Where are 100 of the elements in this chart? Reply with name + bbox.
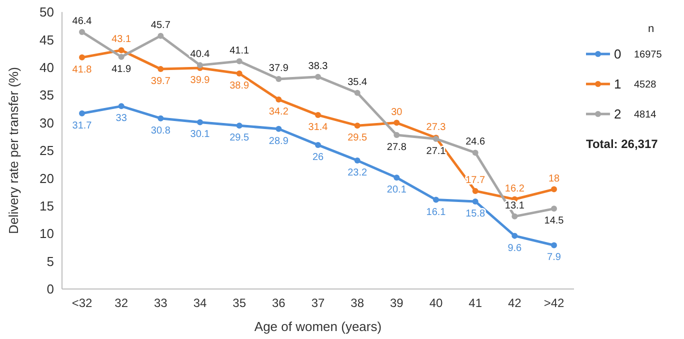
y-tick-label: 25 (40, 143, 54, 158)
data-label: 28.9 (268, 136, 289, 147)
x-tick-label: >42 (544, 296, 564, 310)
point (197, 62, 203, 68)
data-label: 37.9 (268, 63, 289, 74)
data-label: 30.8 (150, 125, 171, 136)
data-label: 35.4 (348, 76, 368, 88)
x-tick-label: 38 (350, 296, 364, 310)
data-label: 41.8 (72, 64, 92, 76)
data-label: 20.1 (386, 184, 407, 196)
y-tick-label: 30 (40, 115, 54, 130)
point (236, 122, 242, 129)
text: 16975 (634, 50, 662, 60)
point (236, 70, 242, 76)
point (158, 32, 164, 39)
data-label: 15.8 (466, 208, 486, 220)
point (394, 174, 400, 181)
data-label: 13.1 (504, 200, 525, 212)
point (118, 54, 124, 60)
x-tick-label: <32 (72, 296, 92, 310)
data-label: 41.1 (230, 45, 250, 56)
point (315, 74, 321, 80)
data-label: 16.2 (504, 183, 525, 194)
data-label: 29.5 (348, 132, 368, 144)
x-tick-label: 35 (232, 296, 246, 310)
data-label: 41.9 (112, 64, 132, 75)
x-tick-label: 41 (468, 296, 482, 310)
x-tick-label: 32 (114, 296, 128, 310)
y-tick-label: 5 (46, 254, 54, 269)
point (354, 90, 360, 96)
data-label: 30 (391, 106, 403, 118)
data-label: 39.9 (190, 74, 210, 86)
point (394, 132, 400, 138)
point (551, 206, 557, 212)
point (158, 115, 164, 122)
x-axis-title: Age of women (years) (254, 319, 382, 334)
point (433, 196, 439, 203)
data-label: 40.4 (190, 49, 210, 60)
point (315, 112, 321, 118)
legend-label: 2 (614, 106, 622, 122)
point (472, 198, 478, 204)
data-label: 43.1 (112, 34, 132, 46)
point (276, 126, 282, 132)
point (315, 142, 321, 148)
data-label: 34.2 (268, 106, 289, 118)
data-label: 27.3 (426, 122, 446, 133)
data-label: 7.9 (547, 252, 562, 264)
point (354, 157, 360, 164)
point (118, 47, 124, 54)
point (512, 232, 518, 239)
point (551, 242, 557, 248)
y-axis-title: Delivery rate per transfer (%) (6, 67, 21, 234)
data-label: 29.5 (230, 132, 250, 144)
text: 4528 (634, 80, 657, 90)
legend-label: 0 (614, 46, 622, 62)
point (79, 110, 85, 116)
x-tick-label: 39 (390, 296, 404, 310)
y-tick-label: 45 (40, 32, 54, 48)
point (354, 122, 360, 129)
x-tick-label: 42 (508, 296, 522, 310)
data-label: 45.7 (150, 20, 171, 31)
legend-label: 1 (614, 76, 622, 92)
data-label: 31.7 (72, 120, 92, 132)
data-label: 24.6 (466, 136, 486, 148)
data-label: 27.1 (426, 146, 446, 157)
y-tick-label: 15 (40, 198, 54, 214)
data-label: 9.6 (508, 242, 522, 254)
point (236, 58, 242, 64)
data-label: 33 (116, 113, 128, 124)
point (158, 66, 164, 72)
data-label: 38.3 (308, 60, 328, 72)
data-label: 23.2 (348, 167, 368, 178)
point (512, 213, 518, 220)
y-tick-label: 35 (40, 88, 54, 103)
data-label: 27.8 (386, 142, 407, 153)
point (394, 120, 400, 126)
data-label: 46.4 (72, 16, 92, 27)
text: Total: 26,317 (586, 137, 658, 152)
data-label: 14.5 (544, 216, 564, 227)
text: n (648, 23, 654, 35)
x-tick-label: 34 (193, 296, 207, 310)
point (118, 103, 124, 110)
point (472, 188, 478, 194)
text: 4814 (634, 110, 657, 120)
x-tick-label: 36 (272, 296, 286, 310)
data-label: 26 (312, 152, 324, 163)
y-tick-label: 10 (40, 226, 54, 242)
data-label: 18 (548, 173, 560, 184)
y-tick-label: 0 (46, 282, 54, 297)
point (276, 76, 282, 82)
y-tick-label: 50 (40, 4, 54, 20)
point (551, 186, 557, 192)
data-label: 31.4 (308, 122, 328, 134)
point (197, 119, 203, 126)
y-tick-label: 20 (40, 170, 54, 186)
x-tick-label: 40 (429, 296, 443, 310)
data-label: 16.1 (426, 206, 446, 218)
point (79, 54, 85, 60)
point (472, 150, 478, 156)
y-tick-label: 40 (40, 60, 54, 75)
